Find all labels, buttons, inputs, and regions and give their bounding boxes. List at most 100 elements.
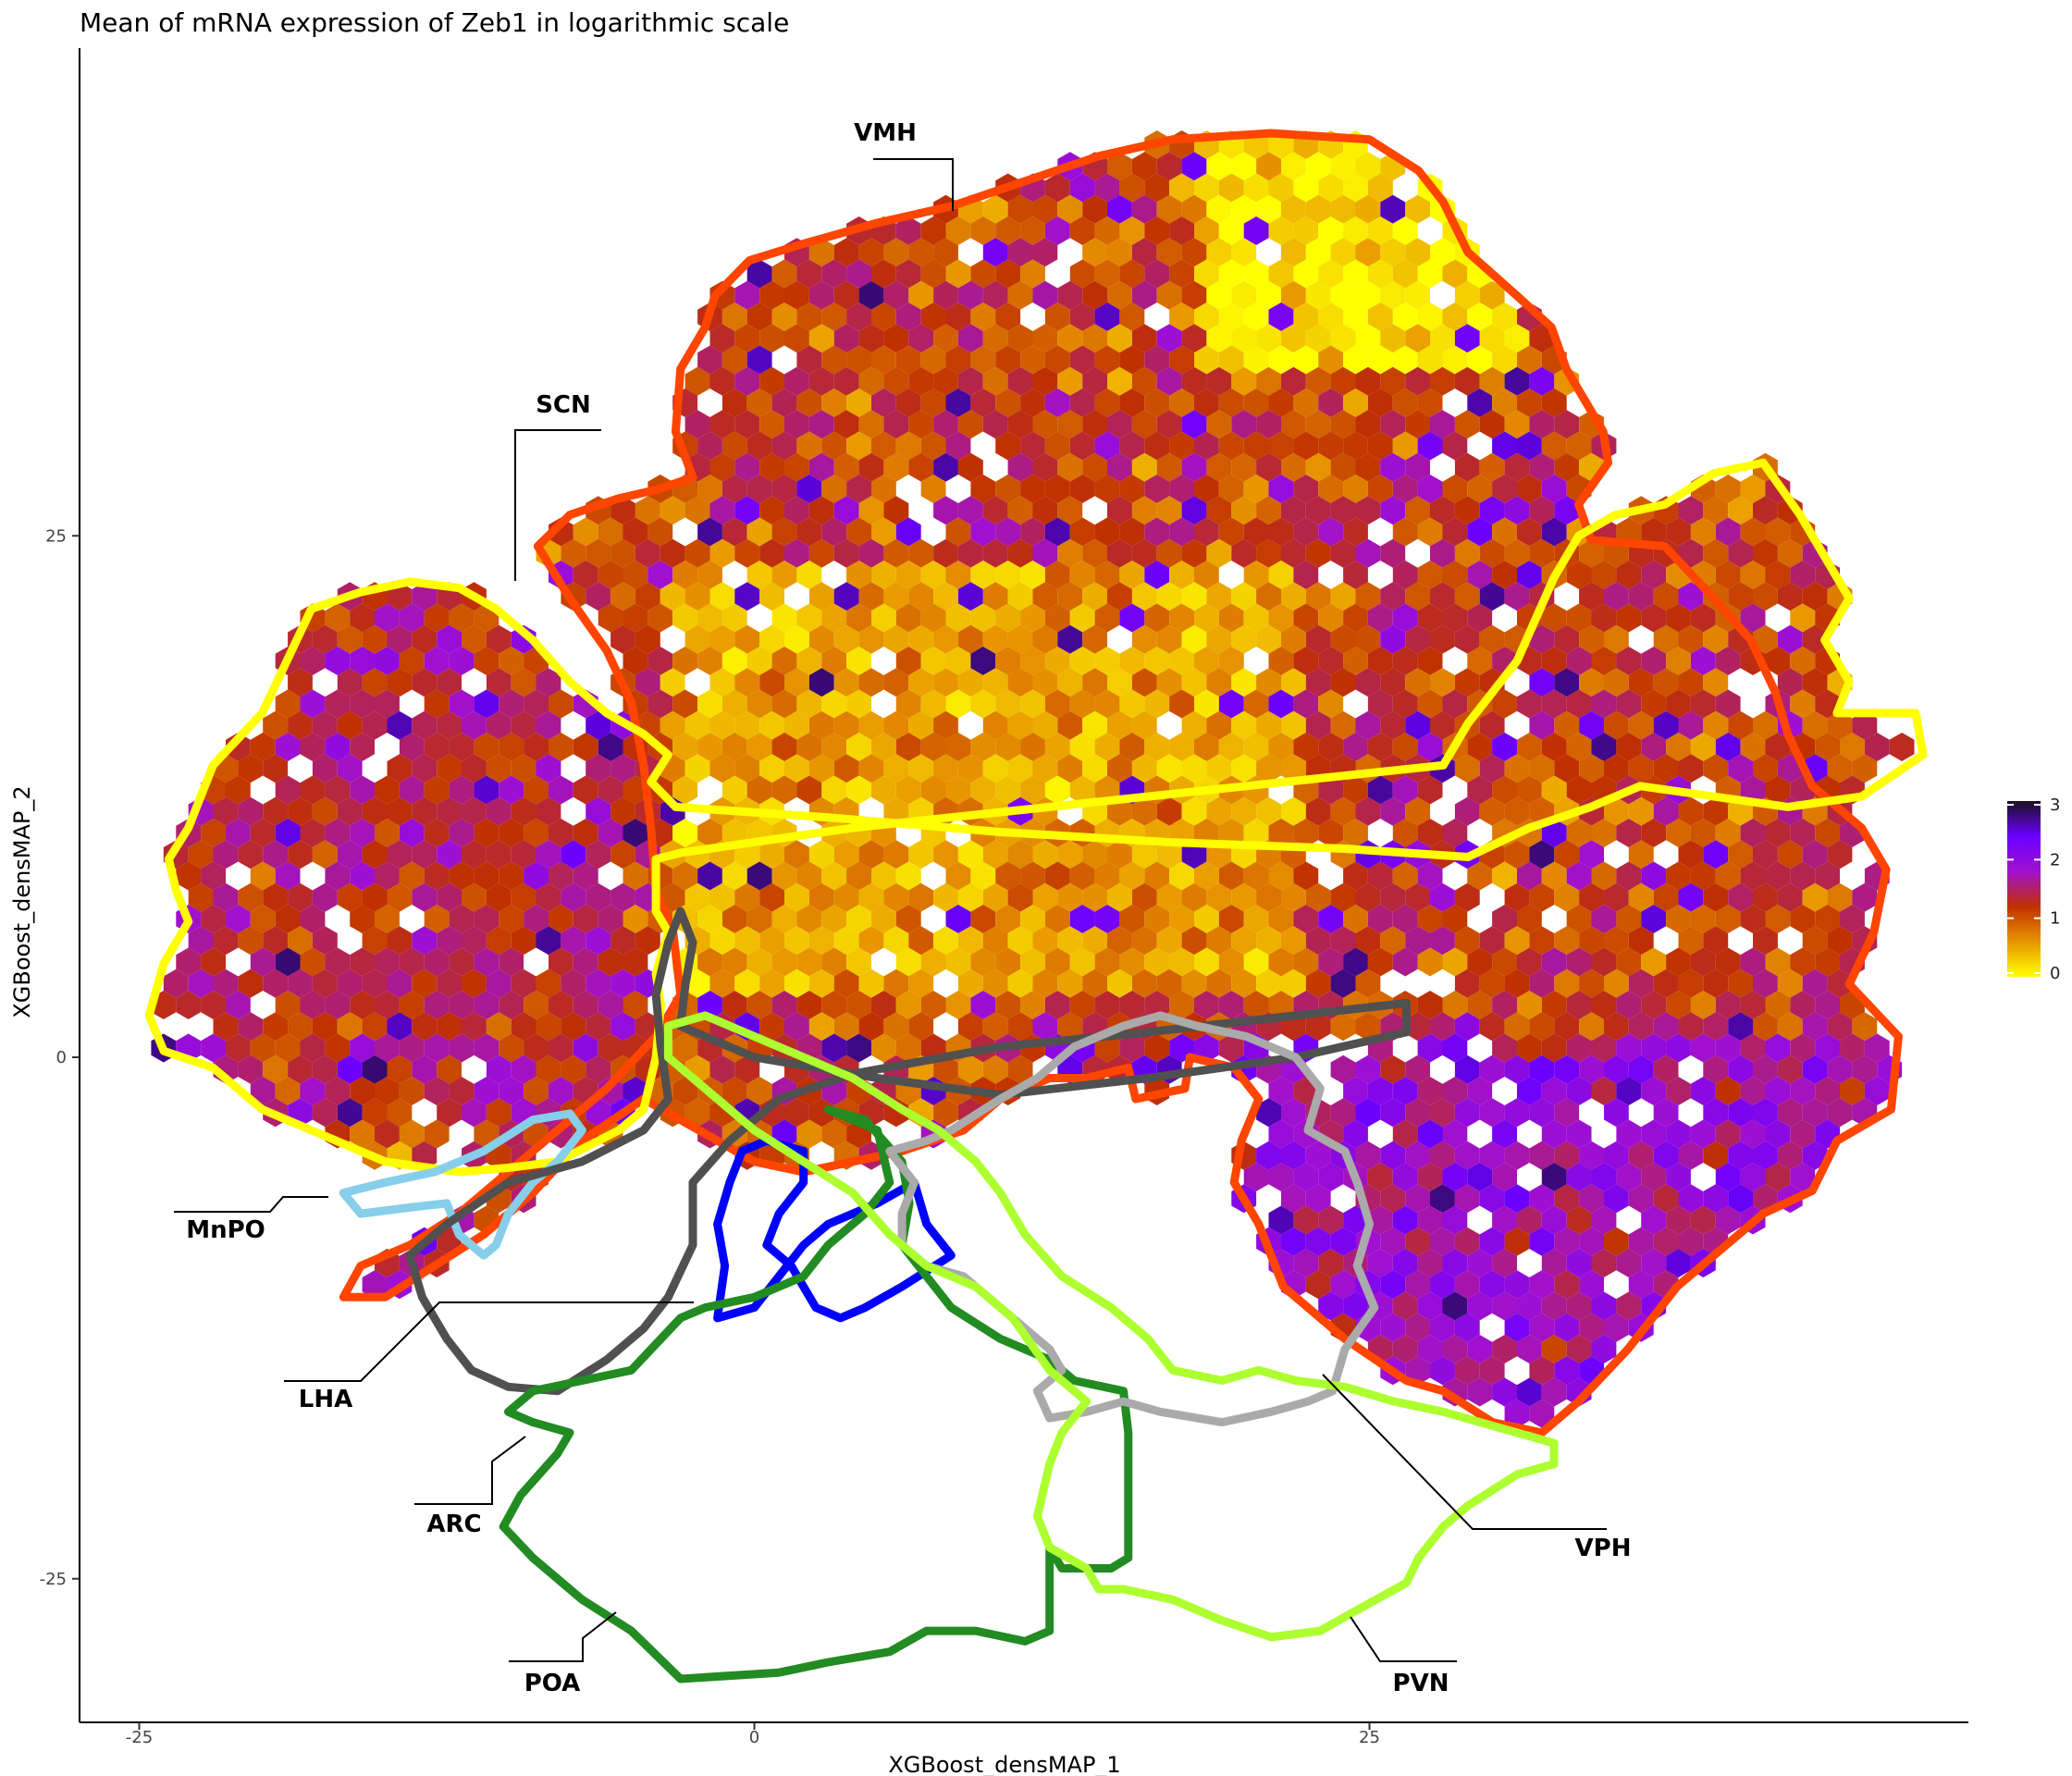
hex-bin — [1529, 496, 1555, 525]
hex-bin — [908, 624, 934, 654]
hex-bin — [1566, 561, 1592, 589]
hex-bin — [970, 302, 996, 331]
hex-bin — [1666, 861, 1691, 891]
hex-bin — [1628, 796, 1654, 826]
hex-bin — [1181, 194, 1207, 224]
hex-bin — [1007, 238, 1033, 267]
hex-bin — [549, 905, 574, 933]
hex-bin — [1243, 905, 1269, 933]
hex-bin — [1740, 1033, 1766, 1063]
hex-bin — [1541, 947, 1567, 977]
hex-bin — [1256, 710, 1281, 740]
hex-bin — [263, 968, 289, 998]
hex-bin — [1206, 926, 1232, 956]
hex-bin — [1020, 475, 1045, 503]
hex-bin — [1566, 1249, 1592, 1277]
hex-bin — [1641, 733, 1667, 761]
hex-bin — [660, 496, 685, 525]
hex-bin — [387, 1054, 413, 1084]
hex-bin — [759, 324, 784, 353]
hex-bin — [412, 710, 438, 740]
y-tick-label: -25 — [40, 1570, 67, 1589]
hex-bin — [1069, 216, 1095, 245]
hex-bin — [895, 689, 921, 719]
hex-bin — [995, 302, 1021, 331]
hex-bin — [375, 689, 400, 719]
hex-bin — [1318, 431, 1344, 461]
hex-bin — [1119, 173, 1145, 203]
hex-bin — [1690, 647, 1716, 675]
hex-bin — [920, 216, 946, 245]
hex-bin — [858, 280, 884, 310]
hex-bin — [350, 905, 375, 933]
hex-bin — [201, 1033, 226, 1063]
hex-bin — [1442, 1205, 1468, 1235]
hex-bin — [871, 388, 896, 417]
hex-bin — [1616, 1249, 1642, 1277]
hex-bin — [697, 947, 722, 977]
hex-bin — [375, 775, 400, 805]
hex-bin — [1007, 968, 1033, 998]
hex-bin — [486, 624, 512, 654]
hex-bin — [759, 882, 784, 912]
hex-bin — [350, 733, 375, 761]
hex-bin — [536, 968, 561, 998]
hex-bin — [1517, 431, 1542, 461]
hex-bin — [1579, 1313, 1604, 1342]
hex-bin — [1057, 324, 1083, 353]
hex-bin — [312, 624, 338, 654]
hex-bin — [1007, 668, 1033, 697]
hex-bin — [275, 905, 301, 933]
hex-bin — [1454, 496, 1480, 525]
hex-bin — [1069, 647, 1095, 675]
hex-bin — [1579, 968, 1604, 998]
hex-bin — [808, 410, 834, 439]
hex-bin — [1119, 475, 1145, 503]
hex-bin — [1504, 496, 1530, 525]
hex-bin — [1367, 733, 1393, 761]
hex-bin — [871, 775, 896, 805]
hex-bin — [1355, 668, 1381, 697]
hex-bin — [1467, 947, 1493, 977]
hex-bin — [300, 733, 326, 761]
hex-bin — [1504, 1141, 1530, 1170]
hex-bin — [746, 991, 772, 1019]
hex-bin — [722, 517, 747, 547]
hex-bin — [808, 968, 834, 998]
hex-bin — [1666, 689, 1691, 719]
hex-bin — [1628, 1184, 1654, 1214]
hex-bin — [808, 624, 834, 654]
hex-bin — [1281, 796, 1306, 826]
hex-bin — [1678, 1184, 1704, 1214]
hex-bin — [796, 947, 822, 977]
hex-bin — [1268, 603, 1294, 633]
hex-bin — [883, 882, 909, 912]
hex-bin — [1529, 1184, 1555, 1214]
hex-bin — [982, 882, 1008, 912]
hex-bin — [1131, 152, 1157, 181]
hex-bin — [1181, 238, 1207, 267]
hex-bin — [808, 452, 834, 482]
hex-bin — [1467, 1291, 1493, 1321]
hex-bin — [312, 796, 338, 826]
hex-bin — [833, 882, 859, 912]
hex-bin — [784, 754, 809, 783]
hex-bin — [1504, 410, 1530, 439]
hex-bin — [771, 733, 797, 761]
hex-bin — [610, 624, 635, 654]
hex-bin — [1057, 538, 1083, 568]
hex-bin — [746, 689, 772, 719]
hex-bin — [1020, 647, 1045, 675]
hex-bin — [1131, 194, 1157, 224]
hex-bin — [821, 733, 847, 761]
hex-bin — [784, 926, 809, 956]
hex-bin — [1007, 496, 1033, 525]
hex-bin — [933, 1098, 958, 1128]
hex-bin — [1256, 582, 1281, 611]
hex-bin — [1380, 366, 1406, 396]
hex-bin — [846, 775, 871, 805]
hex-bin — [1107, 754, 1132, 783]
hex-bin — [1653, 1054, 1679, 1084]
hex-bin — [957, 968, 983, 998]
